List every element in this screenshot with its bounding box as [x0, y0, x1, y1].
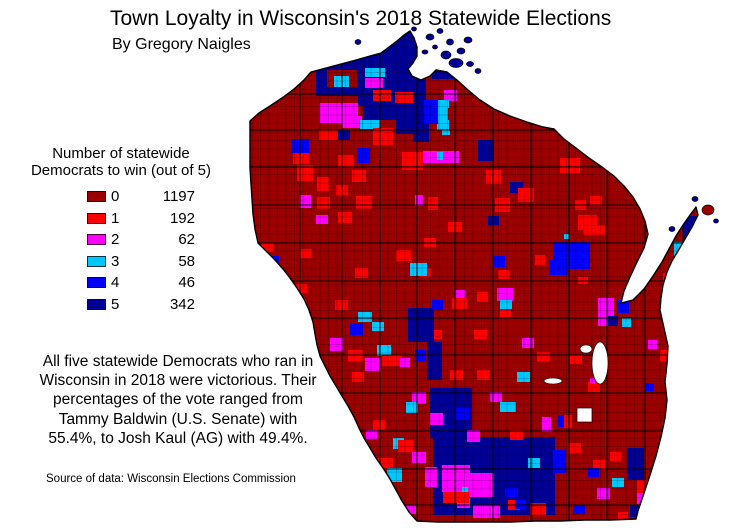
- byline: By Gregory Naigles: [112, 36, 251, 53]
- legend-swatch-4: [87, 277, 106, 288]
- legend-count-5: 342: [169, 295, 195, 313]
- note-line-5: 55.4%, to Josh Kaul (AG) with 49.4%.: [48, 429, 308, 447]
- page-title: Town Loyalty in Wisconsin's 2018 Statewi…: [110, 7, 612, 30]
- legend-row-2: 2 62: [21, 231, 231, 253]
- legend-count-1: 192: [169, 209, 195, 227]
- legend-label-1: 1: [111, 209, 120, 227]
- legend: Number of statewide Democrats to win (ou…: [21, 145, 231, 317]
- legend-row-5: 5 342: [21, 296, 231, 318]
- legend-heading-line1: Number of statewide: [52, 145, 190, 162]
- legend-swatch-0: [87, 191, 106, 202]
- legend-heading: Number of statewide Democrats to win (ou…: [21, 145, 221, 179]
- legend-swatch-2: [87, 234, 106, 245]
- legend-count-2: 62: [178, 231, 195, 248]
- source-line: Source of data: Wisconsin Elections Comm…: [46, 473, 296, 485]
- legend-row-1: 1 192: [21, 210, 231, 232]
- note-paragraph: All five statewide Democrats who ran in …: [12, 352, 344, 448]
- note-line-4: Tammy Baldwin (U.S. Senate) with: [58, 410, 298, 428]
- legend-row-0: 0 1197: [21, 188, 231, 210]
- legend-swatch-3: [87, 255, 106, 267]
- legend-label-3: 3: [111, 252, 120, 270]
- legend-label-4: 4: [111, 274, 120, 291]
- legend-row-3: 3 58: [21, 253, 231, 275]
- legend-count-4: 46: [178, 274, 195, 291]
- legend-swatch-5: [87, 298, 106, 310]
- legend-label-2: 2: [111, 231, 120, 248]
- legend-count-3: 58: [178, 252, 195, 270]
- legend-row-4: 4 46: [21, 274, 231, 296]
- legend-rows: 0 1197 1 192 2 62 3 58 4 46: [21, 188, 231, 317]
- legend-label-5: 5: [111, 295, 120, 313]
- note-line-2: Wisconsin in 2018 were victorious. Their: [39, 372, 317, 390]
- note-line-3: percentages of the vote ranged from: [53, 391, 303, 409]
- legend-label-0: 0: [111, 188, 120, 205]
- legend-heading-line2: Democrats to win (out of 5): [30, 162, 212, 179]
- legend-count-0: 1197: [162, 188, 195, 205]
- legend-swatch-1: [87, 212, 106, 224]
- note-line-1: All five statewide Democrats who ran in: [42, 353, 314, 370]
